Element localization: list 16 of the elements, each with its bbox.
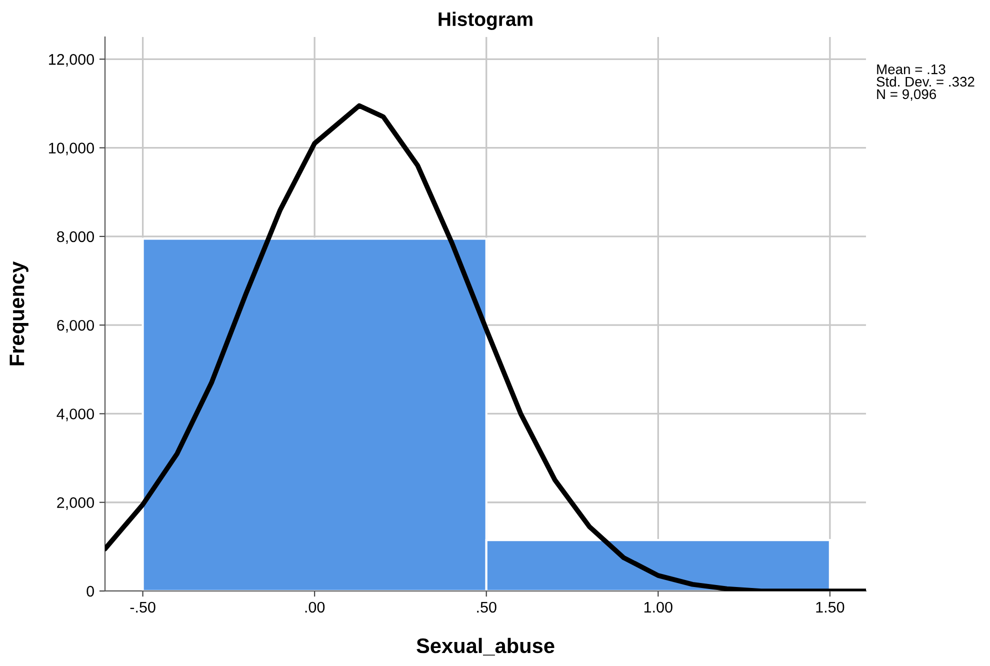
chart-title: Histogram [438,12,532,30]
y-tick-label: 4,000 [56,408,94,422]
x-tick-label: .00 [305,602,325,613]
x-axis-title: Sexual_abuse [416,638,554,656]
y-tick-label: 0 [86,586,94,597]
y-tick-label: 12,000 [49,54,94,67]
x-tick-label: .50 [477,602,496,613]
y-tick-label: 6,000 [57,320,94,333]
x-tick-label: -.50 [130,602,156,613]
y-tick-label: 8,000 [57,231,94,244]
y-tick-label: 10,000 [49,142,94,156]
y-axis-title: Frequency [10,261,28,366]
y-tick-label: 2,000 [57,497,94,510]
text: Mean = .13 Std. Dev. = .332 N = 9,096 [876,64,974,101]
x-tick-label: 1.50 [816,602,844,613]
x-tick-label: 1.00 [644,602,672,613]
